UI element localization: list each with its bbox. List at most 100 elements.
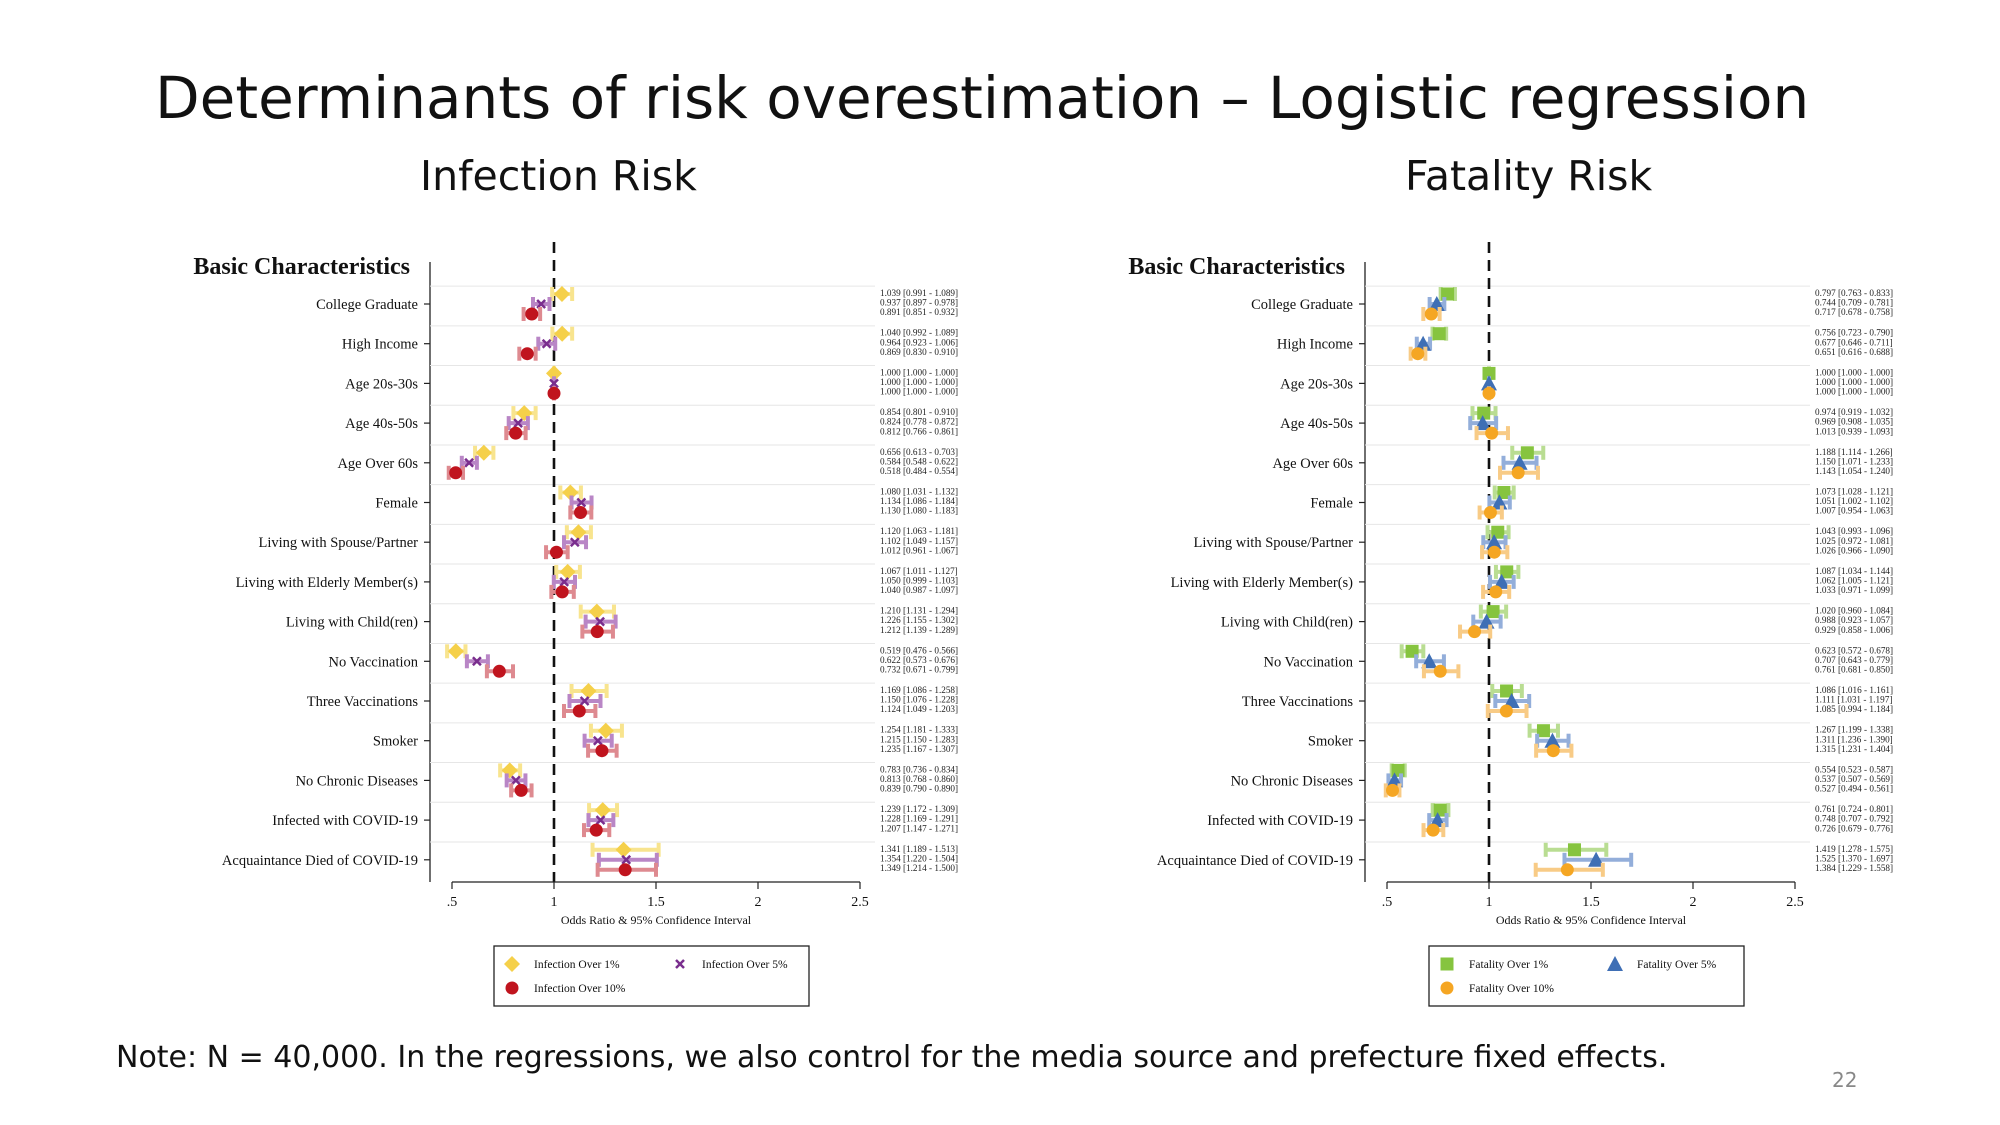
fatality-point-2-7 [1489, 585, 1503, 599]
infection-legend-label: Infection Over 5% [702, 959, 788, 971]
infection-x-tick-label: 2 [755, 895, 762, 910]
infection-point-1-10 [579, 696, 590, 706]
fatality-legend-label: Fatality Over 10% [1469, 983, 1554, 995]
fatality-value-label: 0.756 [0.723 - 0.790] [1815, 328, 1893, 338]
fatality-value-label: 0.929 [0.858 - 1.006] [1815, 625, 1893, 635]
fatality-x-tick-label: 2 [1690, 895, 1697, 910]
infection-point-2-3 [509, 426, 523, 440]
infection-category-label: Female [375, 496, 418, 512]
infection-category-label: Living with Elderly Member(s) [236, 575, 419, 591]
infection-value-label: 1.012 [0.961 - 1.067] [880, 545, 958, 555]
slide-title: Determinants of risk overestimation – Lo… [155, 64, 1810, 132]
fatality-point-1-2 [1481, 375, 1497, 391]
fatality-legend-marker-1 [1607, 956, 1623, 971]
fatality-point-0-11 [1536, 724, 1550, 738]
panel-title-fatality: Fatality Risk [1405, 152, 1653, 200]
infection-value-label: 1.254 [1.181 - 1.333] [880, 725, 958, 735]
infection-point-1-14 [621, 854, 632, 865]
infection-value-label: 0.584 [0.548 - 0.622] [880, 456, 958, 466]
infection-point-1-3 [513, 418, 523, 428]
infection-point-0-12 [501, 762, 518, 779]
fatality-value-label: 1.025 [0.972 - 1.081] [1815, 536, 1893, 546]
fatality-legend: Fatality Over 1% Fatality Over 5% Fatality… [1428, 945, 1745, 1007]
fatality-value-label: 0.717 [0.678 - 0.758] [1815, 307, 1893, 317]
fatality-value-label: 1.150 [1.071 - 1.233] [1815, 456, 1893, 466]
fatality-point-2-9 [1433, 664, 1447, 678]
infection-value-label: 1.067 [1.011 - 1.127] [880, 566, 958, 576]
fatality-value-label: 1.000 [1.000 - 1.000] [1815, 367, 1893, 377]
infection-point-2-14 [618, 863, 632, 877]
fatality-point-1-11 [1544, 732, 1561, 748]
infection-point-2-2 [547, 386, 561, 400]
infection-category-label: Age 40s-50s [345, 416, 418, 432]
fatality-legend-label: Fatality Over 1% [1469, 959, 1549, 971]
fatality-category-label: Age Over 60s [1272, 456, 1353, 472]
infection-legend-label: Infection Over 10% [534, 983, 626, 995]
infection-point-1-0 [536, 299, 547, 309]
fatality-value-label: 1.143 [1.054 - 1.240] [1815, 466, 1893, 476]
infection-legend-label: Infection Over 1% [534, 959, 620, 971]
infection-value-label: 1.124 [1.049 - 1.203] [880, 704, 958, 714]
fatality-category-label: Age 20s-30s [1280, 376, 1353, 392]
infection-value-label: 1.239 [1.172 - 1.309] [880, 804, 958, 814]
infection-value-label: 1.226 [1.155 - 1.302] [880, 615, 958, 625]
fatality-x-tick-label: .5 [1382, 895, 1393, 910]
fatality-point-0-1 [1432, 327, 1446, 341]
infection-section-label: Basic Characteristics [193, 254, 410, 280]
fatality-value-label: 1.315 [1.231 - 1.404] [1815, 744, 1893, 754]
fatality-value-label: 1.525 [1.370 - 1.697] [1815, 853, 1893, 863]
infection-value-label: 0.824 [0.778 - 0.872] [880, 417, 958, 427]
fatality-point-0-8 [1486, 605, 1500, 619]
fatality-point-1-14 [1588, 851, 1605, 867]
fatality-point-0-14 [1567, 843, 1581, 857]
fatality-legend-marker-2 [1440, 981, 1454, 995]
fatality-x-axis-label: Odds Ratio & 95% Confidence Interval [1496, 913, 1687, 927]
infection-value-label: 0.869 [0.830 - 0.910] [880, 347, 958, 357]
fatality-legend-label: Fatality Over 5% [1637, 959, 1717, 971]
infection-x-axis-label: Odds Ratio & 95% Confidence Interval [561, 913, 752, 927]
infection-category-label: College Graduate [316, 297, 418, 313]
fatality-value-label: 1.085 [0.994 - 1.184] [1815, 704, 1893, 714]
fatality-category-label: Living with Elderly Member(s) [1171, 575, 1354, 591]
infection-category-label: Acquaintance Died of COVID-19 [222, 853, 418, 869]
fatality-value-label: 1.026 [0.966 - 1.090] [1815, 545, 1893, 555]
infection-legend-marker-0 [504, 956, 520, 972]
fatality-category-label: Living with Child(ren) [1221, 615, 1353, 631]
infection-category-label: No Vaccination [328, 654, 418, 670]
fatality-point-2-1 [1411, 347, 1425, 361]
fatality-point-0-7 [1500, 565, 1514, 579]
fatality-value-label: 1.384 [1.229 - 1.558] [1815, 863, 1893, 873]
fatality-point-2-13 [1426, 823, 1440, 837]
infection-point-2-1 [520, 347, 534, 361]
infection-point-0-2 [546, 365, 562, 382]
fatality-value-label: 1.051 [1.002 - 1.102] [1815, 496, 1893, 506]
fatality-point-0-5 [1497, 486, 1511, 499]
infection-point-2-13 [589, 823, 603, 837]
infection-point-2-11 [595, 744, 609, 758]
fatality-category-label: Living with Spouse/Partner [1194, 535, 1354, 551]
infection-value-label: 0.854 [0.801 - 0.910] [880, 407, 958, 417]
infection-x-tick-label: 1.5 [647, 895, 665, 910]
infection-category-label: Age 20s-30s [345, 376, 418, 392]
infection-point-2-12 [514, 783, 528, 797]
fatality-value-label: 0.623 [0.572 - 0.678] [1815, 645, 1893, 655]
infection-point-2-6 [549, 545, 563, 559]
infection-value-label: 1.130 [1.080 - 1.183] [880, 506, 958, 516]
fatality-point-0-3 [1477, 406, 1491, 420]
infection-point-1-8 [595, 616, 605, 627]
infection-value-label: 1.102 [1.049 - 1.157] [880, 536, 958, 546]
fatality-value-label: 1.020 [0.960 - 1.084] [1815, 606, 1893, 616]
infection-value-label: 1.341 [1.189 - 1.513] [880, 844, 958, 854]
fatality-point-2-6 [1487, 545, 1501, 559]
fatality-category-label: No Vaccination [1263, 654, 1353, 670]
infection-point-2-5 [574, 506, 588, 519]
infection-point-0-0 [553, 286, 570, 302]
infection-risk-chart: Basic Characteristics College Graduate Hig… [193, 242, 958, 1007]
infection-value-label: 1.354 [1.220 - 1.504] [880, 853, 958, 863]
fatality-value-label: 1.111 [1.031 - 1.197] [1815, 695, 1892, 705]
fatality-point-2-14 [1560, 863, 1574, 877]
fatality-value-label: 0.707 [0.643 - 0.779] [1815, 655, 1893, 665]
infection-value-label: 1.215 [1.150 - 1.283] [880, 734, 958, 744]
infection-legend-marker-2 [505, 981, 519, 995]
fatality-point-1-3 [1474, 415, 1491, 431]
